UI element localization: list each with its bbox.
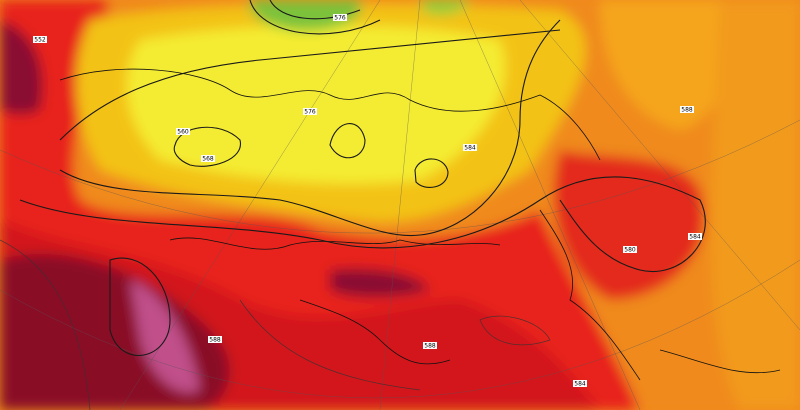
contour-label: 588 xyxy=(681,107,693,114)
contour-label: 584 xyxy=(464,145,476,152)
coastlines xyxy=(59,68,781,381)
contour-label: 568 xyxy=(202,156,214,163)
contour-label: 584 xyxy=(689,234,701,241)
height-contours xyxy=(0,0,706,410)
contour-label: 580 xyxy=(624,247,636,254)
contour-label: 576 xyxy=(334,15,346,22)
contour-label: 588 xyxy=(209,337,221,344)
contour-label: 552 xyxy=(34,37,46,44)
contour-label: 560 xyxy=(177,129,189,136)
contour-label: 584 xyxy=(574,381,586,388)
contour-labels: 552 560 568 576 584 588 584 576 580 588 … xyxy=(33,14,702,388)
contour-label: 576 xyxy=(304,109,316,116)
contour-label: 588 xyxy=(424,343,436,350)
